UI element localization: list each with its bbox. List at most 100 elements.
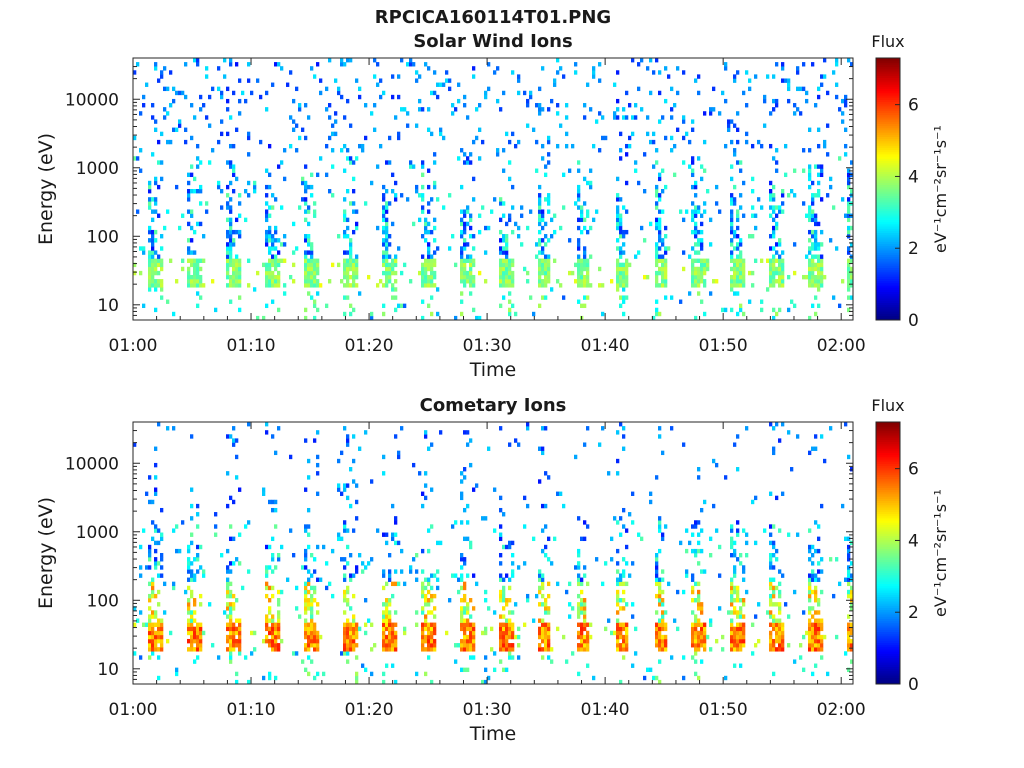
heatmap-cell <box>268 266 272 272</box>
heatmap-cell <box>544 279 548 284</box>
heatmap-cell <box>235 262 239 268</box>
heatmap-cell <box>778 638 782 644</box>
heatmap-cell <box>148 274 152 280</box>
heatmap-cell <box>433 270 437 276</box>
colorbar-segment <box>876 250 900 253</box>
heatmap-cell <box>547 643 551 648</box>
heatmap-cell <box>730 577 734 582</box>
heatmap-cell <box>355 499 359 505</box>
heatmap-cell <box>238 258 242 263</box>
heatmap-cell <box>460 262 464 268</box>
heatmap-cell <box>421 585 425 591</box>
heatmap-cell <box>349 242 353 247</box>
heatmap-cell <box>472 283 476 288</box>
heatmap-cell <box>622 242 626 247</box>
heatmap-cell <box>592 66 596 71</box>
heatmap-cell <box>190 610 194 615</box>
heatmap-cell <box>388 201 392 206</box>
heatmap-cell <box>694 581 698 587</box>
heatmap-cell <box>277 553 281 558</box>
heatmap-cell <box>151 262 155 268</box>
heatmap-cell <box>676 127 680 132</box>
heatmap-cell <box>229 143 233 149</box>
heatmap-cell <box>193 266 197 272</box>
heatmap-cell <box>421 589 425 595</box>
heatmap-cell <box>817 287 821 292</box>
heatmap-cell <box>580 303 584 309</box>
heatmap-cell <box>229 160 233 165</box>
heatmap-cell <box>211 86 215 92</box>
heatmap-cell <box>769 638 773 644</box>
heatmap-cell <box>430 638 434 644</box>
heatmap-cell <box>847 229 851 235</box>
heatmap-cell <box>817 94 821 100</box>
heatmap-cell <box>550 98 554 104</box>
heatmap-cell <box>682 160 686 165</box>
heatmap-cell <box>292 127 296 132</box>
heatmap-cell <box>733 663 737 668</box>
heatmap-cell <box>508 266 512 272</box>
heatmap-cell <box>805 90 809 96</box>
heatmap-cell <box>439 540 443 546</box>
heatmap-cell <box>664 258 668 263</box>
heatmap-cell <box>694 283 698 288</box>
heatmap-cell <box>715 462 719 468</box>
heatmap-cell <box>235 638 239 644</box>
heatmap-cell <box>691 119 695 124</box>
heatmap-cell <box>736 532 740 537</box>
heatmap-cell <box>661 602 665 607</box>
heatmap-cell <box>622 311 626 317</box>
heatmap-cell <box>511 283 515 288</box>
colorbar-segment <box>876 217 900 220</box>
heatmap-cell <box>265 565 269 570</box>
heatmap-cell <box>769 262 773 268</box>
heatmap-cell <box>691 274 695 280</box>
heatmap-cell <box>253 184 257 190</box>
heatmap-cell <box>469 655 473 660</box>
heatmap-cell <box>313 634 317 640</box>
heatmap-cell <box>349 274 353 280</box>
heatmap-cell <box>151 634 155 640</box>
colorbar-segment <box>876 583 900 587</box>
heatmap-cell <box>586 426 590 431</box>
heatmap-cell <box>361 663 365 668</box>
heatmap-cell <box>832 205 836 210</box>
heatmap-cell <box>157 626 161 632</box>
heatmap-cell <box>304 315 308 321</box>
heatmap-cell <box>517 74 521 79</box>
heatmap-cell <box>748 299 752 304</box>
heatmap-cell <box>721 307 725 313</box>
heatmap-cell <box>247 520 251 525</box>
heatmap-cell <box>490 647 494 652</box>
heatmap-cell <box>349 254 353 259</box>
heatmap-cell <box>430 283 434 288</box>
heatmap-cell <box>232 438 236 443</box>
heatmap-cell <box>730 643 734 648</box>
heatmap-cell <box>487 675 491 681</box>
heatmap-cell <box>154 462 158 468</box>
heatmap-cell <box>151 647 155 652</box>
heatmap-cell <box>388 598 392 603</box>
colorbar-segment <box>876 154 900 157</box>
heatmap-cell <box>499 659 503 664</box>
heatmap-cell <box>820 82 824 87</box>
colorbar-segment <box>876 298 900 301</box>
heatmap-cell <box>466 430 470 435</box>
heatmap-cell <box>847 544 851 550</box>
heatmap-cell <box>328 135 332 141</box>
heatmap-cell <box>346 148 350 153</box>
heatmap-cell <box>271 634 275 640</box>
heatmap-cell <box>658 524 662 529</box>
heatmap-cell <box>745 70 749 75</box>
heatmap-cell <box>313 283 317 288</box>
heatmap-cell <box>562 503 566 509</box>
heatmap-cell <box>148 201 152 206</box>
heatmap-cell <box>193 58 197 63</box>
heatmap-cell <box>478 315 482 321</box>
heatmap-cell <box>826 152 830 157</box>
heatmap-cell <box>466 254 470 259</box>
heatmap-cell <box>499 495 503 501</box>
heatmap-cell <box>385 647 389 652</box>
heatmap-cell <box>460 270 464 276</box>
heatmap-cell <box>307 266 311 272</box>
